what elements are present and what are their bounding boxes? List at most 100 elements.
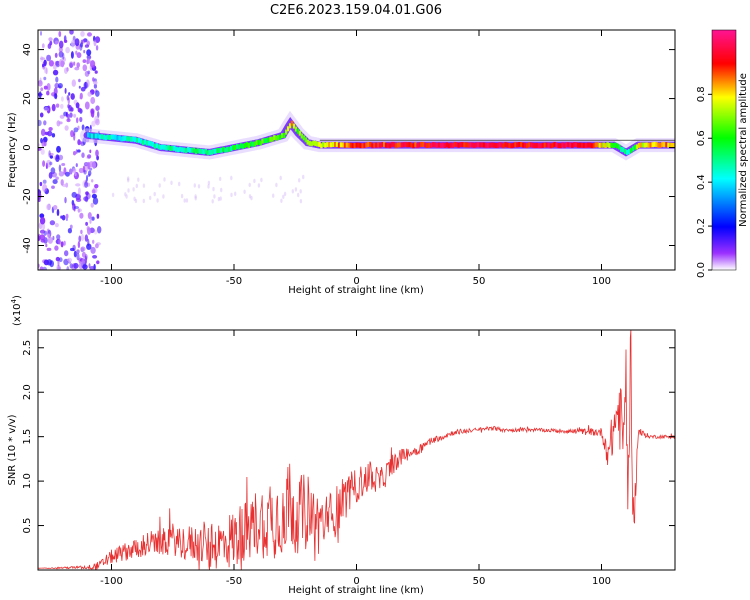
ridge-cell xyxy=(98,134,102,140)
noise-speckle xyxy=(95,149,99,157)
noise-speckle xyxy=(48,60,55,67)
ridge-cell xyxy=(561,142,564,148)
ridge-cell xyxy=(161,144,164,150)
noise-speckle xyxy=(57,259,60,267)
ridge-cell xyxy=(412,143,415,149)
ridge-cell xyxy=(520,142,523,147)
ridge-cell xyxy=(373,142,376,148)
colorbar-tick-label: 0.4 xyxy=(696,174,707,190)
ridge-cell xyxy=(518,142,521,147)
ridge-cell xyxy=(571,143,574,148)
noise-speckle xyxy=(40,87,44,92)
ridge-cell xyxy=(461,142,464,148)
noise-speckle xyxy=(61,96,64,102)
noise-speckle xyxy=(73,113,76,118)
ridge-cell xyxy=(159,144,162,150)
noise-speckle xyxy=(78,235,82,242)
snr-panel: -100 -50 0 50 100 0.5 1.0 1.5 2.0 2.5 Height of s… xyxy=(7,295,676,596)
noise-speckle xyxy=(95,243,99,249)
faint-speckle xyxy=(219,196,222,201)
noise-speckle xyxy=(64,67,68,74)
y-tick-label: -20 xyxy=(22,188,33,204)
ridge-cell xyxy=(469,142,472,148)
ridge-cell xyxy=(512,142,515,148)
noise-speckle xyxy=(42,160,46,167)
ridge-cell xyxy=(104,135,107,141)
ridge-cell xyxy=(596,142,599,148)
noise-speckle xyxy=(92,254,98,259)
ridge-cell xyxy=(486,142,490,148)
ridge-cell xyxy=(673,143,675,148)
noise-speckle xyxy=(66,118,71,123)
ridge-cell xyxy=(114,134,117,140)
ridge-cell xyxy=(463,142,466,148)
ridge-cell xyxy=(549,143,552,149)
noise-speckle xyxy=(38,147,42,151)
noise-speckle xyxy=(80,246,86,252)
ridge-cell xyxy=(643,142,646,148)
noise-speckle xyxy=(40,128,46,136)
noise-speckle xyxy=(66,95,70,101)
noise-speckle xyxy=(55,155,60,162)
snr-series-line xyxy=(38,330,675,570)
ridge-cell xyxy=(655,142,658,148)
figure-title: C2E6.2023.159.04.01.G06 xyxy=(270,3,442,18)
ridge-cell xyxy=(230,146,233,151)
ridge-cell xyxy=(580,142,584,148)
ridge-cell xyxy=(551,142,554,148)
ridge-cell xyxy=(153,143,156,149)
noise-speckle xyxy=(56,208,60,217)
x-tick-label: 100 xyxy=(592,576,611,587)
noise-speckle xyxy=(78,85,81,89)
ridge-cell xyxy=(288,123,292,129)
noise-speckle xyxy=(89,167,93,171)
noise-speckle xyxy=(58,171,65,177)
ridge-cell xyxy=(447,143,450,149)
ridge-cell xyxy=(563,143,566,149)
ridge-cell xyxy=(318,141,321,147)
noise-speckle xyxy=(77,149,81,153)
noise-speckle xyxy=(48,150,51,158)
noise-speckle xyxy=(39,181,43,187)
ridge-cell xyxy=(102,134,106,140)
y-tick-label: 0 xyxy=(22,144,33,150)
ridge-cell xyxy=(210,149,213,155)
noise-speckle xyxy=(54,40,59,45)
noise-speckle xyxy=(54,245,59,251)
noise-speckle xyxy=(81,152,85,158)
ridge-cell xyxy=(286,126,290,132)
noise-speckle xyxy=(39,266,44,270)
ridge-cell xyxy=(126,136,129,142)
noise-speckle xyxy=(38,93,43,96)
ridge-cell xyxy=(198,148,202,154)
ridge-cell xyxy=(437,142,441,148)
ridge-cell xyxy=(375,143,378,149)
noise-speckle xyxy=(89,149,92,154)
noise-speckle xyxy=(73,262,79,269)
faint-speckle xyxy=(250,195,253,201)
noise-speckle xyxy=(67,228,72,234)
ridge-cell xyxy=(167,145,170,150)
ridge-cell xyxy=(292,123,296,129)
y-tick-label: 40 xyxy=(22,43,33,56)
faint-speckle xyxy=(127,176,130,181)
ridge-cell xyxy=(514,141,517,147)
noise-speckle xyxy=(96,260,100,265)
ridge-cell xyxy=(671,142,674,148)
faint-speckle xyxy=(243,189,246,194)
noise-speckle xyxy=(45,243,48,248)
noise-speckle xyxy=(92,239,95,244)
noise-speckle xyxy=(63,111,68,117)
x-tick-label: -50 xyxy=(226,576,242,587)
ridge-cell xyxy=(482,142,486,148)
noise-speckle xyxy=(87,70,91,75)
ridge-cell xyxy=(237,144,241,150)
noise-speckle xyxy=(42,184,48,192)
ridge-cell xyxy=(100,134,104,140)
noise-speckle xyxy=(83,196,89,202)
noise-speckle xyxy=(75,102,80,109)
ridge-cell xyxy=(337,142,341,148)
ridge-cell xyxy=(479,142,482,148)
ridge-cell xyxy=(171,145,174,151)
ridge-cell xyxy=(432,142,435,148)
